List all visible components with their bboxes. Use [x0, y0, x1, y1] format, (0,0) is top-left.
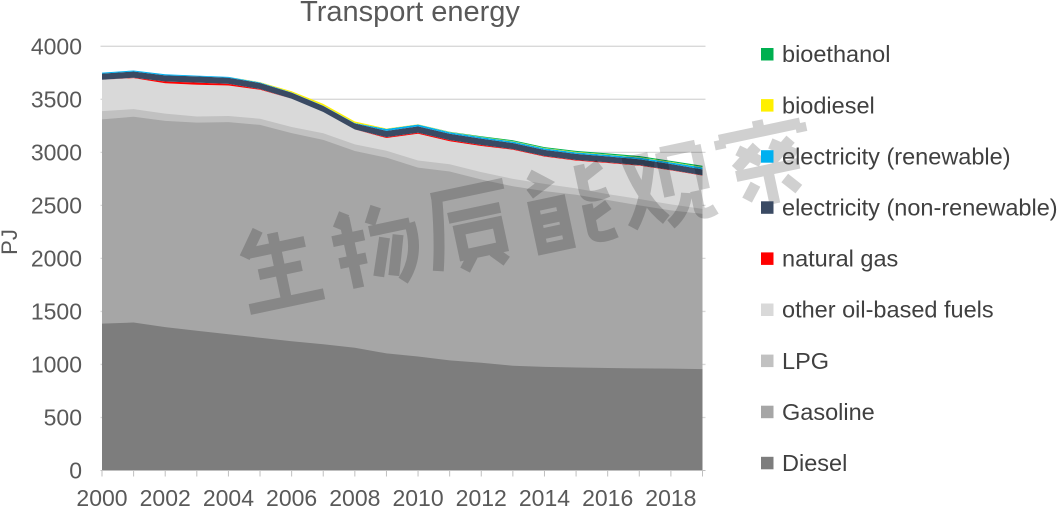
svg-text:electricity (non-renewable): electricity (non-renewable) [782, 195, 1057, 221]
svg-text:2000: 2000 [31, 245, 82, 271]
svg-text:2002: 2002 [140, 485, 191, 511]
svg-text:2018: 2018 [645, 485, 696, 511]
svg-text:3500: 3500 [31, 86, 82, 112]
svg-text:500: 500 [44, 404, 82, 430]
svg-text:natural gas: natural gas [782, 246, 898, 272]
svg-text:electricity (renewable): electricity (renewable) [782, 143, 1011, 169]
svg-text:1500: 1500 [31, 298, 82, 324]
svg-text:2014: 2014 [519, 485, 570, 511]
svg-text:2016: 2016 [582, 485, 633, 511]
svg-text:Gasoline: Gasoline [782, 399, 875, 425]
svg-text:2006: 2006 [266, 485, 317, 511]
svg-text:4000: 4000 [31, 33, 82, 59]
svg-text:0: 0 [69, 458, 82, 484]
svg-text:biodiesel: biodiesel [782, 92, 875, 118]
svg-text:2004: 2004 [203, 485, 254, 511]
svg-text:2012: 2012 [456, 485, 507, 511]
svg-text:LPG: LPG [782, 348, 829, 374]
svg-text:PJ: PJ [0, 229, 22, 255]
svg-text:2500: 2500 [31, 192, 82, 218]
svg-text:2010: 2010 [392, 485, 443, 511]
svg-text:3000: 3000 [31, 139, 82, 165]
svg-text:2008: 2008 [329, 485, 380, 511]
svg-text:2000: 2000 [76, 485, 127, 511]
svg-text:1000: 1000 [31, 351, 82, 377]
svg-text:Diesel: Diesel [782, 450, 847, 476]
svg-text:other oil-based fuels: other oil-based fuels [782, 297, 994, 323]
svg-text:bioethanol: bioethanol [782, 41, 890, 67]
svg-text:Transport energy: Transport energy [300, 0, 520, 28]
